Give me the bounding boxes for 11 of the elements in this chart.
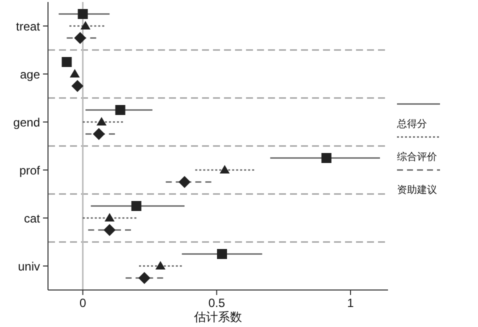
x-tick-label: 0.5 bbox=[208, 296, 226, 310]
y-tick-label: gend bbox=[13, 116, 40, 130]
y-tick-label: treat bbox=[16, 20, 41, 34]
x-tick-label: 1 bbox=[347, 296, 354, 310]
y-tick-label: prof bbox=[19, 164, 41, 178]
x-tick-label: 0 bbox=[79, 296, 86, 310]
y-tick-label: age bbox=[20, 68, 40, 82]
x-axis-title: 估计系数 bbox=[193, 310, 242, 324]
legend: 总得分 综合评价 资助建议 bbox=[397, 103, 440, 196]
y-tick-label: cat bbox=[24, 212, 41, 226]
y-tick-label: univ bbox=[18, 260, 40, 274]
